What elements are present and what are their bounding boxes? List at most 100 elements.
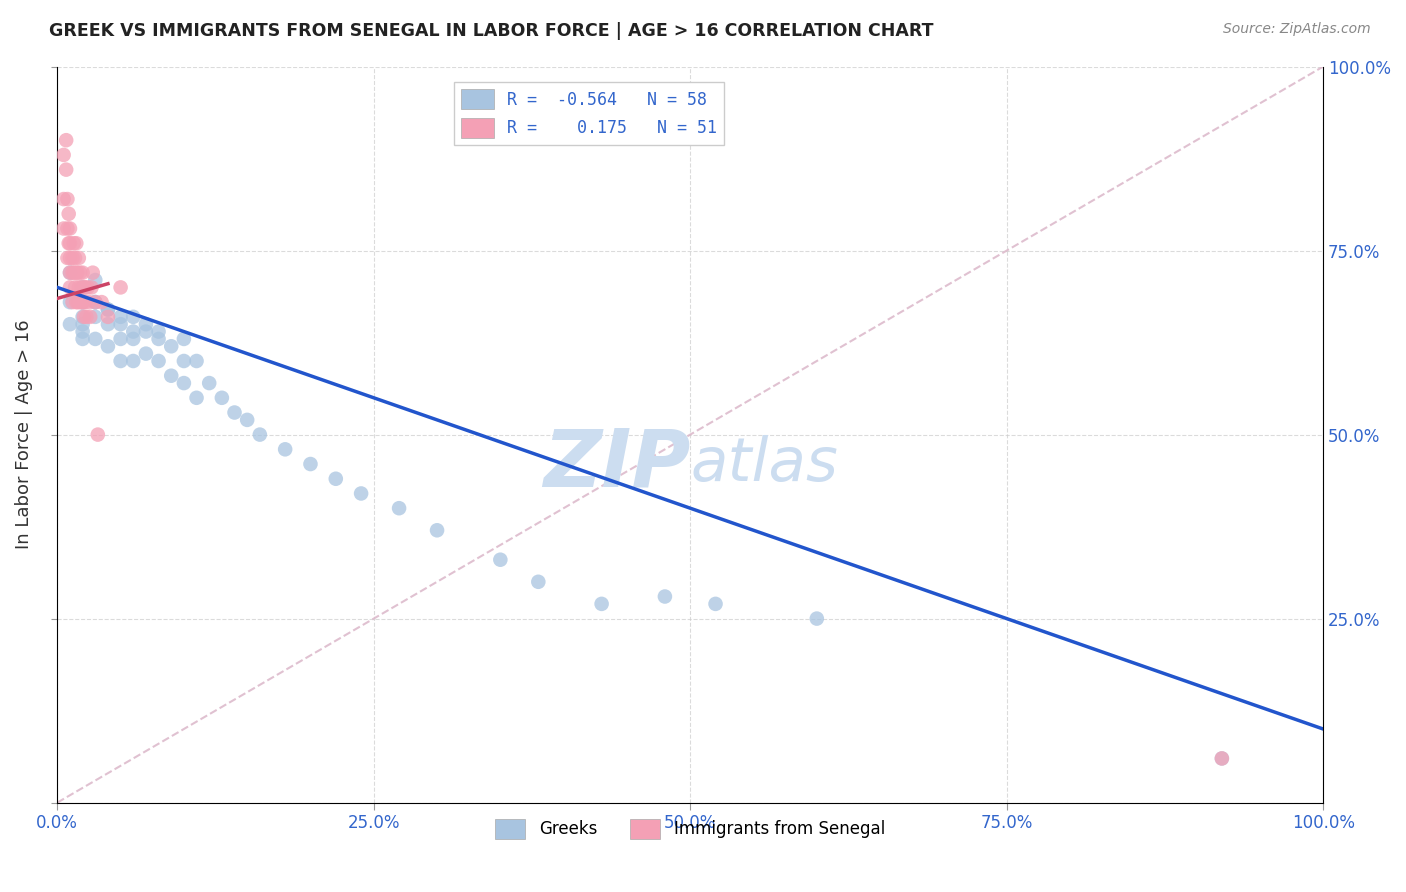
Point — [82, 266, 104, 280]
Point — [72, 295, 94, 310]
Point — [236, 413, 259, 427]
Point — [56, 221, 79, 235]
Point — [59, 251, 82, 265]
Point — [79, 310, 101, 324]
Point — [84, 295, 107, 310]
Text: ZIP: ZIP — [543, 425, 690, 503]
Text: GREEK VS IMMIGRANTS FROM SENEGAL IN LABOR FORCE | AGE > 16 CORRELATION CHART: GREEK VS IMMIGRANTS FROM SENEGAL IN LABO… — [49, 22, 934, 40]
Point — [135, 317, 157, 331]
Point — [186, 354, 208, 368]
Point — [59, 221, 82, 235]
Point — [350, 486, 373, 500]
Point — [73, 280, 96, 294]
Point — [52, 192, 75, 206]
Point — [148, 354, 170, 368]
Point — [72, 295, 94, 310]
Point — [67, 280, 90, 294]
Point — [72, 266, 94, 280]
Point — [59, 295, 82, 310]
Point — [65, 295, 87, 310]
Point — [84, 332, 107, 346]
Point — [65, 266, 87, 280]
Point — [72, 310, 94, 324]
Point — [67, 251, 90, 265]
Point — [63, 251, 86, 265]
Point — [806, 611, 828, 625]
Point — [97, 339, 120, 353]
Point — [527, 574, 550, 589]
Point — [66, 266, 89, 280]
Point — [1211, 751, 1233, 765]
Point — [122, 354, 145, 368]
Point — [84, 310, 107, 324]
Point — [135, 325, 157, 339]
Point — [76, 280, 98, 294]
Point — [69, 266, 91, 280]
Point — [72, 280, 94, 294]
Point — [72, 317, 94, 331]
Point — [274, 442, 297, 457]
Point — [90, 295, 112, 310]
Point — [591, 597, 613, 611]
Point — [84, 295, 107, 310]
Point — [75, 280, 97, 294]
Point — [55, 162, 77, 177]
Point — [58, 207, 80, 221]
Point — [59, 236, 82, 251]
Point — [160, 368, 183, 383]
Point — [186, 391, 208, 405]
Text: Source: ZipAtlas.com: Source: ZipAtlas.com — [1223, 22, 1371, 37]
Point — [122, 310, 145, 324]
Point — [426, 523, 449, 537]
Point — [110, 310, 132, 324]
Point — [489, 552, 512, 566]
Point — [72, 295, 94, 310]
Point — [148, 325, 170, 339]
Point — [173, 376, 195, 390]
Point — [59, 266, 82, 280]
Point — [224, 405, 246, 419]
Point — [65, 236, 87, 251]
Point — [72, 332, 94, 346]
Legend: R =  -0.564   N = 58, R =    0.175   N = 51: R = -0.564 N = 58, R = 0.175 N = 51 — [454, 82, 724, 145]
Point — [59, 266, 82, 280]
Point — [66, 295, 89, 310]
Point — [97, 310, 120, 324]
Point — [122, 325, 145, 339]
Point — [198, 376, 221, 390]
Point — [211, 391, 233, 405]
Point — [84, 295, 107, 310]
Point — [75, 295, 97, 310]
Text: atlas: atlas — [690, 434, 838, 493]
Y-axis label: In Labor Force | Age > 16: In Labor Force | Age > 16 — [15, 320, 32, 549]
Point — [654, 590, 676, 604]
Point — [72, 325, 94, 339]
Point — [63, 280, 86, 294]
Point — [97, 302, 120, 317]
Point — [62, 236, 84, 251]
Point — [62, 266, 84, 280]
Point — [388, 501, 411, 516]
Point — [70, 280, 93, 294]
Point — [73, 310, 96, 324]
Point — [59, 317, 82, 331]
Point — [135, 346, 157, 360]
Point — [299, 457, 322, 471]
Point — [75, 310, 97, 324]
Point — [52, 221, 75, 235]
Point — [704, 597, 727, 611]
Point — [173, 332, 195, 346]
Point — [56, 251, 79, 265]
Point — [59, 280, 82, 294]
Point — [62, 266, 84, 280]
Point — [69, 295, 91, 310]
Point — [110, 317, 132, 331]
Point — [249, 427, 271, 442]
Point — [62, 295, 84, 310]
Point — [110, 332, 132, 346]
Point — [97, 317, 120, 331]
Point — [148, 332, 170, 346]
Point — [173, 354, 195, 368]
Point — [80, 280, 103, 294]
Point — [58, 236, 80, 251]
